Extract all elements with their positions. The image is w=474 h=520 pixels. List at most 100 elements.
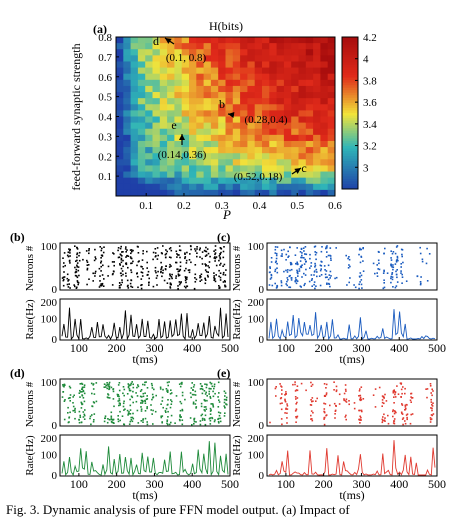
raster-spike xyxy=(323,408,326,410)
raster-spike xyxy=(178,383,181,385)
heatmap-cell xyxy=(137,116,146,124)
raster-spike xyxy=(383,419,386,422)
raster-spike xyxy=(146,398,149,400)
raster-spike xyxy=(127,287,130,289)
rate-ytick-label: 200 xyxy=(248,297,265,309)
raster-spike xyxy=(166,422,168,425)
raster-spike xyxy=(296,270,299,273)
raster-spike xyxy=(310,265,312,267)
raster-spike xyxy=(179,261,182,264)
raster-spike xyxy=(396,255,399,258)
heatmap-cell xyxy=(196,79,204,87)
raster-spike xyxy=(345,390,347,392)
heatmap-cell xyxy=(210,73,219,81)
raster-spike xyxy=(284,398,286,401)
raster-spike xyxy=(171,277,173,280)
raster-spike xyxy=(170,249,173,252)
heatmap-cell xyxy=(159,165,168,172)
heatmap-cell xyxy=(240,116,248,124)
raster-spike xyxy=(213,278,216,281)
raster-spike xyxy=(62,265,65,268)
annotation-arrowhead xyxy=(179,134,185,140)
raster-spike xyxy=(319,269,322,272)
raster-spike xyxy=(391,266,393,268)
heatmap-cell xyxy=(313,147,321,154)
raster-spike xyxy=(151,387,154,389)
raster-spike xyxy=(288,255,290,257)
heatmap-cell xyxy=(145,171,153,179)
raster-spike xyxy=(208,393,210,395)
heatmap-cell xyxy=(189,189,197,197)
raster-spike xyxy=(382,287,385,290)
heatmap-cell xyxy=(137,92,146,99)
raster-spike xyxy=(69,255,71,257)
raster-spike xyxy=(286,271,289,273)
raster-spike xyxy=(393,420,396,422)
raster-spike xyxy=(176,253,178,255)
raster-spike xyxy=(62,279,65,282)
heatmap-cell xyxy=(298,177,307,185)
heatmap-cell xyxy=(240,73,248,81)
raster-spike xyxy=(390,264,392,267)
rate-xtick-label: 500 xyxy=(221,341,239,355)
raster-spike xyxy=(219,412,222,414)
raster-spike xyxy=(120,261,123,264)
raster-spike xyxy=(118,389,121,392)
raster-spike xyxy=(174,422,176,424)
raster-spike xyxy=(344,400,347,402)
raster-ytick-label: 0 xyxy=(52,284,58,296)
raster-spike xyxy=(328,274,331,276)
raster-spike xyxy=(69,252,71,254)
raster-spike xyxy=(292,383,294,386)
heatmap-cell xyxy=(305,122,314,130)
heatmap-cell xyxy=(137,49,146,56)
raster-spike xyxy=(98,267,101,270)
raster-spike xyxy=(90,423,92,426)
rate-ytick-label: 100 xyxy=(41,450,58,462)
raster-spike xyxy=(151,413,153,415)
raster-spike xyxy=(68,283,70,285)
raster-spike xyxy=(170,265,172,267)
raster-spike xyxy=(402,261,404,264)
raster-spike xyxy=(178,270,180,272)
heatmap-cell xyxy=(210,177,219,185)
raster-spike xyxy=(223,398,226,401)
heatmap-cell xyxy=(247,189,256,197)
heatmap-cell xyxy=(167,116,175,124)
raster-spike xyxy=(107,275,109,277)
raster-spike xyxy=(324,269,326,271)
heatmap-cell xyxy=(137,55,146,62)
heatmap-cell xyxy=(320,165,329,172)
raster-spike xyxy=(162,272,164,274)
heatmap-cell xyxy=(203,147,212,154)
raster-spike xyxy=(362,270,365,272)
raster-spike xyxy=(295,262,297,265)
raster-spike xyxy=(146,421,148,423)
raster-spike xyxy=(142,400,144,403)
raster-spike xyxy=(400,272,402,274)
raster-spike xyxy=(215,264,218,267)
raster-spike xyxy=(166,420,168,422)
raster-spike xyxy=(203,409,206,411)
raster-spike xyxy=(61,396,64,398)
heatmap-cell xyxy=(298,37,307,44)
heatmap-cell xyxy=(167,159,175,166)
heatmap-cell xyxy=(123,177,131,185)
colorbar-segment xyxy=(342,64,358,68)
heatmap-cell xyxy=(137,134,146,142)
heatmap-cell xyxy=(137,43,146,50)
heatmap-cell xyxy=(181,183,190,191)
raster-spike xyxy=(167,416,169,418)
heatmap-cell xyxy=(145,183,153,191)
raster-spike xyxy=(327,264,330,267)
raster-spike xyxy=(203,249,206,252)
raster-spike xyxy=(393,412,396,415)
raster-spike xyxy=(80,407,83,409)
heatmap-cell xyxy=(232,116,241,124)
heatmap-cell xyxy=(247,134,256,142)
rate-ytick-label: 200 xyxy=(41,433,58,445)
raster-spike xyxy=(101,282,104,285)
raster-spike xyxy=(108,385,111,387)
raster-spike xyxy=(421,260,424,263)
raster-spike xyxy=(303,250,305,252)
